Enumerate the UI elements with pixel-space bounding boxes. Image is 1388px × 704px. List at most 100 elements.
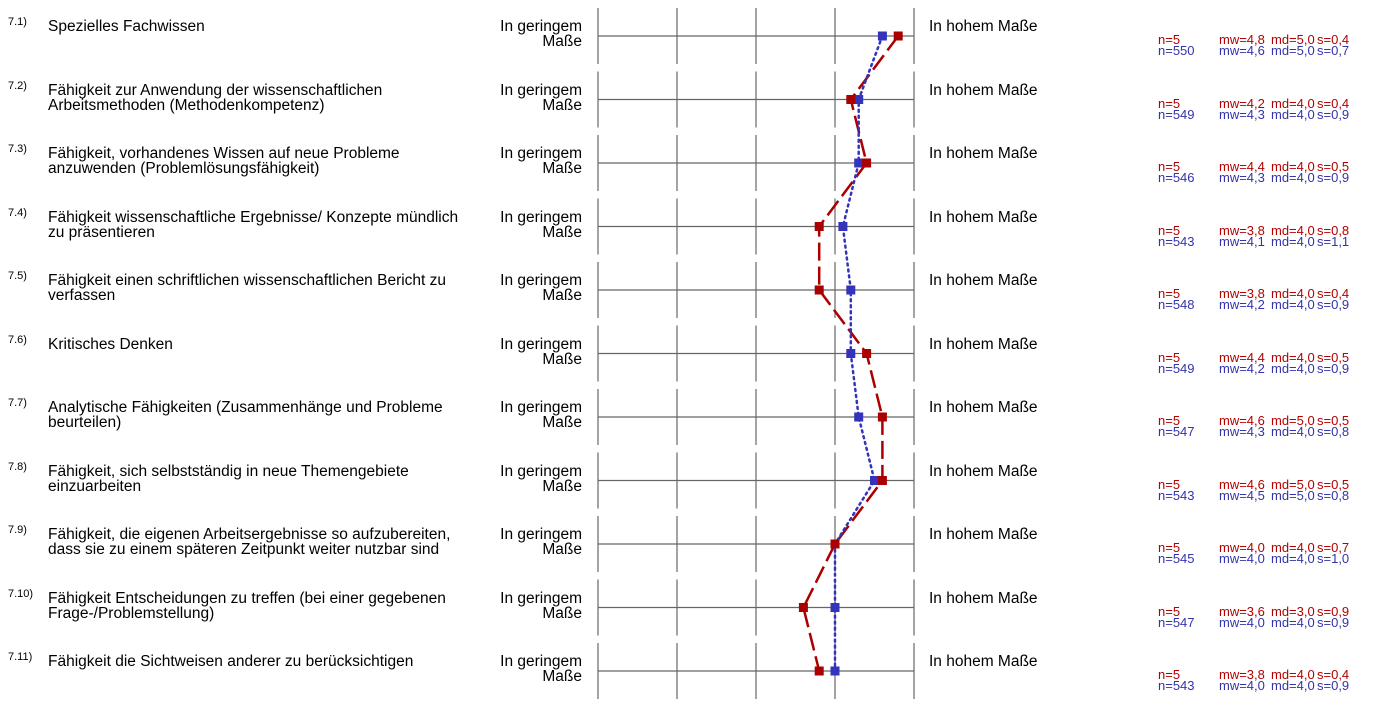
stat-mw: mw=4,3 [1219, 106, 1265, 122]
course-data-point [814, 222, 824, 231]
item-statistics: n=5 mw=4,4 md=4,0 s=0,5 n=549 mw=4,2 md=4,0 s=0… [1158, 349, 1388, 376]
stat-mw: mw=4,6 [1219, 476, 1265, 492]
stat-mw: mw=4,1 [1219, 233, 1265, 249]
stat-md: md=4,0 [1271, 106, 1315, 122]
stat-mw: mw=3,8 [1219, 222, 1265, 238]
stat-s: s=0,9 [1317, 360, 1350, 376]
reference-statistics: n=546 mw=4,3 md=4,0 s=0,9 [1158, 170, 1388, 185]
item-label: Kritisches Denken [48, 335, 173, 353]
stat-n: n=543 [1158, 233, 1195, 249]
scale-left-anchor: In geringem Maße [500, 18, 582, 50]
stat-n: n=545 [1158, 551, 1195, 566]
reference-statistics: n=547 mw=4,0 md=4,0 s=0,9 [1158, 614, 1388, 630]
stat-s: s=0,9 [1317, 170, 1350, 185]
stat-n: n=543 [1158, 678, 1195, 693]
stat-mw: mw=4,2 [1219, 95, 1265, 111]
stat-mw: mw=4,3 [1219, 424, 1265, 439]
stat-mw: mw=4,4 [1219, 159, 1265, 174]
stat-n: n=5 [1158, 667, 1181, 682]
stat-mw: mw=4,6 [1219, 43, 1265, 58]
stat-md: md=4,0 [1271, 297, 1315, 312]
stat-md: md=4,0 [1271, 286, 1315, 301]
reference-statistics: n=543 mw=4,1 md=4,0 s=1,1 [1158, 233, 1388, 249]
item-number: 7.6) [8, 333, 27, 346]
stat-n: n=550 [1158, 43, 1195, 58]
grid [597, 8, 915, 699]
stat-md: md=4,0 [1271, 678, 1315, 693]
stat-n: n=5 [1158, 159, 1181, 174]
stat-s: s=0,7 [1317, 540, 1350, 555]
stat-n: n=5 [1158, 540, 1181, 555]
stat-s: s=0,9 [1317, 297, 1350, 312]
course-statistics: n=5 mw=4,4 md=4,0 s=0,5 [1158, 159, 1388, 174]
stat-n: n=543 [1158, 487, 1195, 503]
item-number: 7.2) [8, 79, 27, 92]
course-statistics: n=5 mw=3,8 md=4,0 s=0,8 [1158, 222, 1388, 238]
scale-right-anchor: In hohem Maße [929, 335, 1038, 353]
stat-s: s=0,9 [1317, 614, 1350, 630]
stat-mw: mw=4,8 [1219, 32, 1265, 47]
stat-s: s=1,1 [1317, 233, 1350, 249]
item-label: Fähigkeit, sich selbstständig in neue Th… [48, 462, 409, 495]
stat-n: n=5 [1158, 349, 1181, 365]
reference-data-point [830, 603, 840, 612]
course-statistics: n=5 mw=4,2 md=4,0 s=0,4 [1158, 95, 1388, 111]
stat-s: s=0,7 [1317, 43, 1350, 58]
stat-s: s=0,4 [1317, 667, 1350, 682]
reference-statistics: n=549 mw=4,2 md=4,0 s=0,9 [1158, 360, 1388, 376]
stat-mw: mw=4,5 [1219, 487, 1265, 503]
scale-right-anchor: In hohem Maße [929, 18, 1038, 35]
stat-md: md=4,0 [1271, 667, 1315, 682]
stat-mw: mw=4,2 [1219, 297, 1265, 312]
stat-s: s=0,8 [1317, 424, 1350, 439]
item-number: 7.4) [8, 206, 27, 219]
reference-statistics: n=543 mw=4,5 md=5,0 s=0,8 [1158, 487, 1388, 503]
stat-n: n=549 [1158, 106, 1195, 122]
course-statistics: n=5 mw=3,6 md=3,0 s=0,9 [1158, 603, 1388, 619]
stat-n: n=5 [1158, 286, 1181, 301]
item-label: Spezielles Fachwissen [48, 18, 205, 35]
stat-n: n=547 [1158, 424, 1195, 439]
item-label: Fähigkeit wissenschaftliche Ergebnisse/ … [48, 208, 459, 241]
stat-md: md=5,0 [1271, 413, 1315, 428]
scale-right-anchor: In hohem Maße [929, 81, 1038, 99]
stat-md: md=4,0 [1271, 159, 1315, 174]
stat-md: md=4,0 [1271, 360, 1315, 376]
item-statistics: n=5 mw=4,4 md=4,0 s=0,5 n=546 mw=4,3 md=4,0 s=0… [1158, 159, 1388, 185]
course-statistics: n=5 mw=4,0 md=4,0 s=0,7 [1158, 540, 1388, 555]
course-statistics: n=5 mw=4,4 md=4,0 s=0,5 [1158, 349, 1388, 365]
stat-n: n=5 [1158, 32, 1181, 47]
stat-n: n=547 [1158, 614, 1195, 630]
stat-n: n=549 [1158, 360, 1195, 376]
item-statistics: n=5 mw=4,8 md=5,0 s=0,4 n=550 mw=4,6 md=5,0 s=0… [1158, 32, 1388, 58]
stat-mw: mw=4,6 [1219, 413, 1265, 428]
item-label: Fähigkeit Entscheidungen zu treffen (bei… [48, 589, 446, 622]
item-number: 7.10) [8, 587, 34, 600]
scale-left-anchor: In geringem Maße [500, 526, 582, 558]
reference-data-point [830, 666, 840, 676]
reference-statistics: n=545 mw=4,0 md=4,0 s=1,0 [1158, 551, 1388, 566]
item-label: Fähigkeit zur Anwendung der wissenschaft… [48, 81, 383, 114]
scale-left-anchor: In geringem Maße [500, 81, 582, 114]
reference-data-point [854, 158, 864, 168]
scale-left-anchor: In geringem Maße [500, 589, 582, 622]
scale-right-anchor: In hohem Maße [929, 272, 1038, 289]
reference-statistics: n=548 mw=4,2 md=4,0 s=0,9 [1158, 297, 1388, 312]
stat-n: n=546 [1158, 170, 1195, 185]
reference-statistics: n=549 mw=4,3 md=4,0 s=0,9 [1158, 106, 1388, 122]
item-label: Fähigkeit die Sichtweisen anderer zu ber… [48, 653, 414, 670]
stat-n: n=5 [1158, 413, 1181, 428]
stat-s: s=0,9 [1317, 678, 1350, 693]
item-label: Fähigkeit einen schriftlichen wissenscha… [48, 272, 447, 304]
stat-mw: mw=4,3 [1219, 170, 1265, 185]
reference-statistics: n=547 mw=4,3 md=4,0 s=0,8 [1158, 424, 1388, 439]
stat-md: md=4,0 [1271, 349, 1315, 365]
stat-n: n=5 [1158, 222, 1181, 238]
course-statistics: n=5 mw=4,6 md=5,0 s=0,5 [1158, 413, 1388, 428]
course-data-point [846, 95, 856, 104]
stat-n: n=5 [1158, 95, 1181, 111]
scale-left-anchor: In geringem Maße [500, 653, 582, 685]
stat-n: n=548 [1158, 297, 1195, 312]
stat-n: n=5 [1158, 603, 1181, 619]
